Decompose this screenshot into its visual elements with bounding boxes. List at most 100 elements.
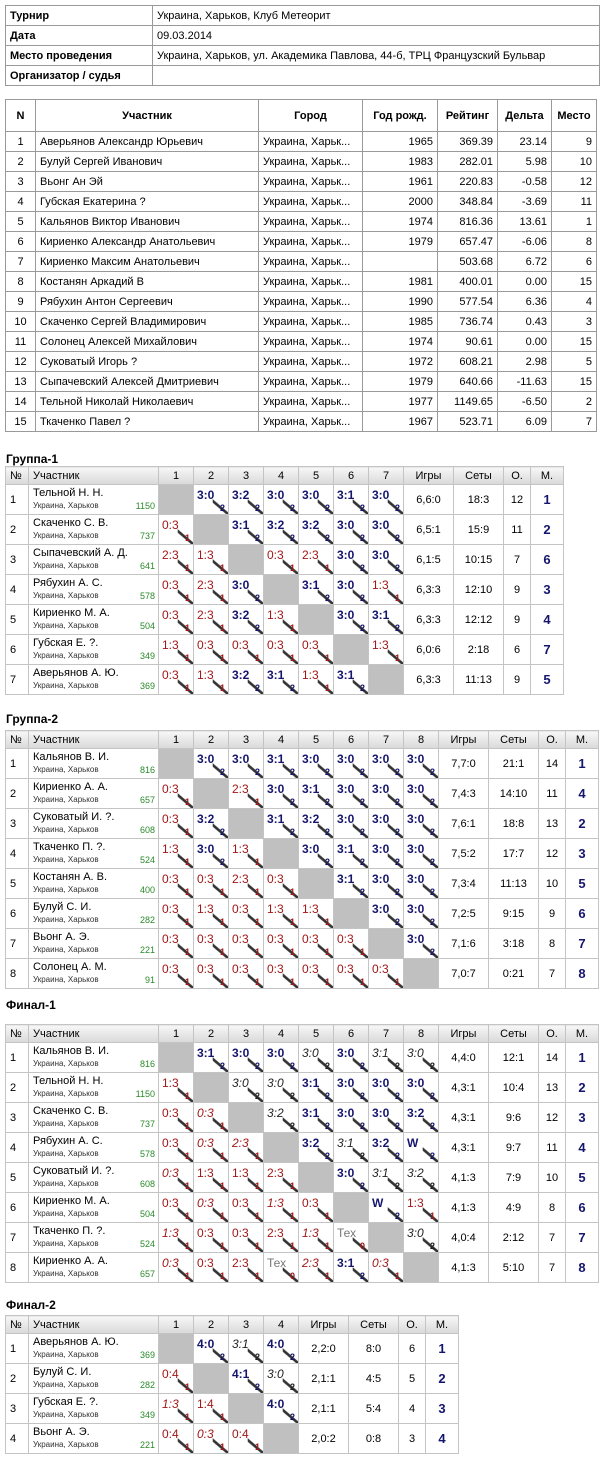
slash [422, 1086, 438, 1102]
slash [352, 942, 368, 958]
points: 2 [394, 1121, 400, 1131]
score: 3:0 [337, 752, 355, 766]
score: 0:3 [162, 578, 179, 592]
points: 1 [394, 1271, 400, 1281]
sets: 5:10 [488, 1252, 539, 1283]
points-total: 8 [538, 928, 566, 959]
score-cell: 0:3 1 [333, 928, 369, 959]
points: 2 [359, 1271, 365, 1281]
cell: 1961 [362, 171, 438, 192]
points: 2 [394, 503, 400, 513]
score: 0:3 [267, 548, 284, 562]
score: 3:0 [267, 1076, 284, 1090]
score-cell: 3:2 2 [263, 1102, 299, 1133]
participant-row: 11 Солонец Алексей Михайлович Украина, Хар… [5, 331, 597, 352]
score: 3:2 [267, 1106, 284, 1120]
info-row: Дата 09.03.2014 [5, 25, 600, 46]
slash [317, 558, 333, 574]
score-cell: 3:1 2 [298, 1072, 334, 1103]
score-cell: 3:0 2 [368, 838, 404, 869]
slash [212, 1437, 228, 1453]
score-cell: 3:0 2 [298, 838, 334, 869]
slash [317, 648, 333, 664]
player-cell: Кириенко М. А. Украина, Харьков 504 [28, 604, 159, 635]
cell: 13 [5, 371, 36, 392]
slash [247, 972, 263, 988]
cell: Украина, Харьк... [258, 411, 363, 432]
slash [422, 942, 438, 958]
points: 1 [289, 623, 295, 633]
points: 2 [394, 857, 400, 867]
sets: 12:1 [488, 1042, 539, 1073]
score-cell: 2:3 1 [158, 544, 194, 575]
score-cell: 3:0 2 [333, 574, 369, 605]
score-cell: 3:0 2 [333, 748, 369, 779]
player-name: Скаченко С. В. [33, 1105, 109, 1117]
player-cell: Тельной Н. Н. Украина, Харьков 1150 [28, 484, 159, 515]
slash [247, 1206, 263, 1222]
points: 1 [184, 1241, 190, 1251]
slash [317, 588, 333, 604]
score: 3:1 [232, 518, 250, 532]
self-cell [333, 898, 369, 929]
points: 1 [184, 947, 190, 957]
cell: 2 [5, 151, 36, 172]
score-cell: 0:3 1 [263, 868, 299, 899]
cell: 577.54 [437, 291, 498, 312]
points: 2 [219, 827, 225, 837]
score: 3:2 [232, 668, 250, 682]
slash [177, 1377, 193, 1393]
points: 1 [254, 653, 260, 663]
points-total: 6 [398, 1333, 426, 1364]
self-cell [298, 1162, 334, 1193]
player-city: Украина, Харьков [33, 945, 99, 954]
player-cell: Суковатый И. ?. Украина, Харьков 608 [28, 1162, 159, 1193]
score-cell: 3:0 2 [403, 1042, 439, 1073]
self-cell [263, 1132, 299, 1163]
points-total: 7 [538, 958, 566, 989]
score: 3:0 [407, 812, 425, 826]
slash [212, 1236, 228, 1252]
games: 6,3:3 [403, 604, 454, 635]
column-header: 7 [368, 1024, 404, 1043]
self-cell [228, 808, 264, 839]
points: 1 [219, 1211, 225, 1221]
player-number: 6 [5, 634, 29, 665]
score-cell: 0:3 1 [193, 868, 229, 899]
player-name: Кириенко А. А. [33, 781, 108, 793]
score-cell: 3:0 2 [263, 1072, 299, 1103]
group-table: № Участник 1 2 3 4 5 6 7 Игры Сеты О. М. 1 Тельной Н. … [5, 466, 564, 695]
score-cell: 1:3 1 [193, 664, 229, 695]
score-cell: 4:0 2 [263, 1393, 299, 1424]
cell: 0.00 [497, 331, 552, 352]
points: 1 [184, 1091, 190, 1101]
slash [352, 588, 368, 604]
points: 1 [219, 977, 225, 987]
score: 3:0 [372, 812, 390, 826]
score: 3:0 [232, 1046, 250, 1060]
cell: Скаченко Сергей Владимирович [35, 311, 259, 332]
score: 3:0 [372, 782, 390, 796]
points: 1 [184, 1271, 190, 1281]
player-number: 3 [5, 544, 29, 575]
slash [352, 1146, 368, 1162]
score: 3:0 [337, 608, 355, 622]
player-city: Украина, Харьков [33, 1179, 99, 1188]
slash [177, 1116, 193, 1132]
points: 1 [289, 917, 295, 927]
points: 2 [254, 767, 260, 777]
score-cell: 0:3 1 [228, 958, 264, 989]
points: 1 [184, 1151, 190, 1161]
points: 1 [254, 947, 260, 957]
info-row: Место проведения Украина, Харьков, ул. Ак… [5, 45, 600, 66]
self-cell [263, 838, 299, 869]
score-cell: 3:1 2 [228, 514, 264, 545]
score: 2:3 [197, 578, 214, 592]
score-cell: 3:0 2 [333, 1102, 369, 1133]
player-name: Ткаченко П. ?. [33, 841, 106, 853]
score: 3:1 [302, 782, 320, 796]
self-cell [158, 1042, 194, 1073]
slash [422, 882, 438, 898]
slash [212, 1176, 228, 1192]
group-table: № Участник 1 2 3 4 5 6 7 8 Игры Сеты О. М. 1 Кальянов В… [5, 1024, 599, 1283]
